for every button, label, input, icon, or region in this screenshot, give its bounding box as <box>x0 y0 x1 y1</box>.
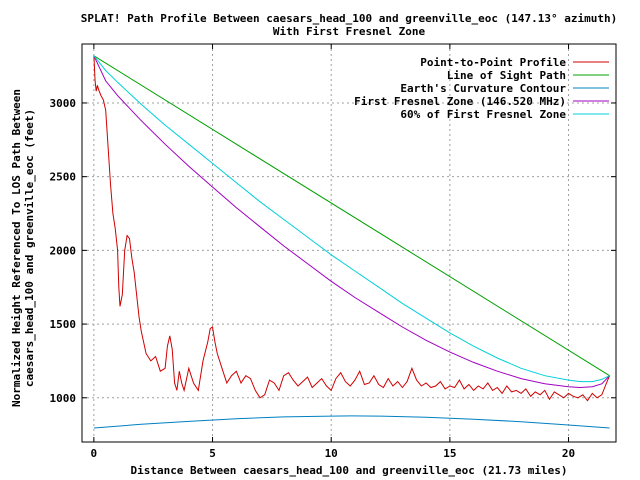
y-axis-label-line1: Normalized Height Referenced To LOS Path… <box>10 89 23 407</box>
chart-title-line1: SPLAT! Path Profile Between caesars_head… <box>81 12 617 25</box>
series-line-earth-s-curvature-contour <box>93 415 610 429</box>
y-tick-label: 2000 <box>50 244 77 257</box>
x-tick-label: 20 <box>562 447 575 460</box>
x-tick-label: 15 <box>443 447 456 460</box>
series-line-point-to-point-profile <box>93 55 611 402</box>
legend-label: Line of Sight Path <box>447 69 566 82</box>
x-tick-label: 0 <box>91 447 98 460</box>
y-tick-label: 3000 <box>50 97 77 110</box>
x-tick-label: 10 <box>325 447 338 460</box>
series-line-60-of-first-fresnel-zone <box>93 55 610 383</box>
chart-title-line2: With First Fresnel Zone <box>273 25 426 38</box>
plot-frame <box>81 43 617 443</box>
series-line-first-fresnel-zone-146-520-mhz <box>93 55 610 389</box>
y-tick-label: 1000 <box>50 392 77 405</box>
x-tick-label: 5 <box>209 447 216 460</box>
series-lines <box>93 55 611 429</box>
legend-label: Point-to-Point Profile <box>420 56 566 69</box>
series-line-line-of-sight-path <box>93 55 610 377</box>
y-axis-label-line2: caesars_head_100 and greenville_eoc (fee… <box>23 109 36 387</box>
y-tick-label: 2500 <box>50 171 77 184</box>
y-tick-label: 1500 <box>50 318 77 331</box>
axis-ticks: 0 5 10 15 20 1000 1500 2000 2500 3000 <box>50 44 616 460</box>
legend-label: 60% of First Fresnel Zone <box>400 108 566 121</box>
legend-label: First Fresnel Zone (146.520 MHz) <box>354 95 566 108</box>
legend-label: Earth's Curvature Contour <box>400 82 566 95</box>
x-axis-label: Distance Between caesars_head_100 and gr… <box>130 464 567 477</box>
